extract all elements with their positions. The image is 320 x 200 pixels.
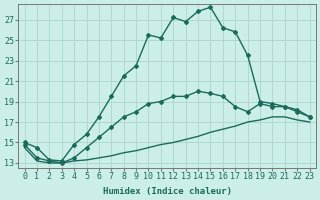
X-axis label: Humidex (Indice chaleur): Humidex (Indice chaleur) — [103, 187, 232, 196]
